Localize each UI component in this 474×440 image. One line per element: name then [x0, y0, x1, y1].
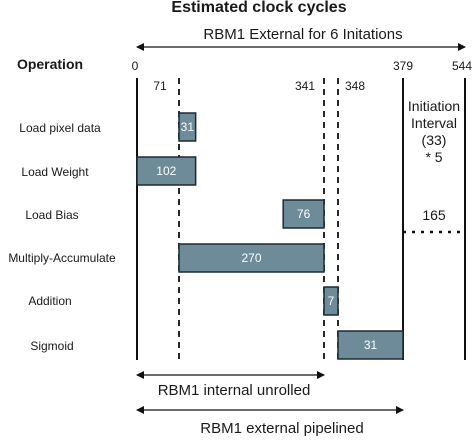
initiation-note-line: Interval [411, 115, 457, 131]
operation-bar-value: 102 [156, 164, 176, 178]
tick-label-71: 71 [153, 79, 167, 93]
initiation-note-line: (33) [422, 132, 447, 148]
operation-label: Sigmoid [30, 339, 73, 353]
top-span-label: RBM1 External for 6 Initations [203, 26, 402, 43]
tick-label-544: 544 [452, 59, 472, 73]
operation-column-header: Operation [17, 56, 83, 72]
operation-bar-value: 7 [328, 294, 335, 308]
operation-bars: 31 102 76 270 7 31 [136, 112, 404, 360]
operation-label: Multiply-Accumulate [8, 251, 116, 265]
operation-bar-value: 270 [241, 251, 261, 265]
operation-bar-value: 31 [181, 120, 195, 134]
operation-bar [282, 199, 325, 229]
tick-label-341: 341 [295, 79, 315, 93]
operation-bar-value: 76 [297, 207, 311, 221]
tick-label-348: 348 [345, 79, 365, 93]
operation-bar [178, 112, 197, 142]
operation-bar-value: 31 [364, 338, 378, 352]
initiation-interval-note: Initiation Interval (33) * 5 [408, 98, 460, 165]
operation-bar [178, 243, 325, 273]
tick-labels: 0 71 341 348 379 544 [132, 59, 473, 93]
operation-label: Addition [28, 294, 71, 308]
external-pipelined-label: RBM1 external pipelined [200, 420, 363, 437]
operation-bar [337, 330, 404, 360]
operation-bar [323, 286, 339, 316]
internal-unrolled-label: RBM1 internal unrolled [158, 382, 311, 399]
operation-labels: Load pixel data Load Weight Load Bias Mu… [8, 121, 116, 353]
operation-bar [136, 156, 197, 186]
tick-label-379: 379 [393, 59, 413, 73]
interval-value: 165 [422, 207, 446, 223]
initiation-note-line: * 5 [425, 149, 442, 165]
initiation-note-line: Initiation [408, 98, 460, 114]
operation-label: Load pixel data [19, 121, 101, 135]
operation-label: Load Bias [25, 208, 78, 222]
operation-label: Load Weight [21, 165, 89, 179]
tick-label-0: 0 [132, 59, 139, 73]
diagram-title: Estimated clock cycles [171, 0, 346, 16]
